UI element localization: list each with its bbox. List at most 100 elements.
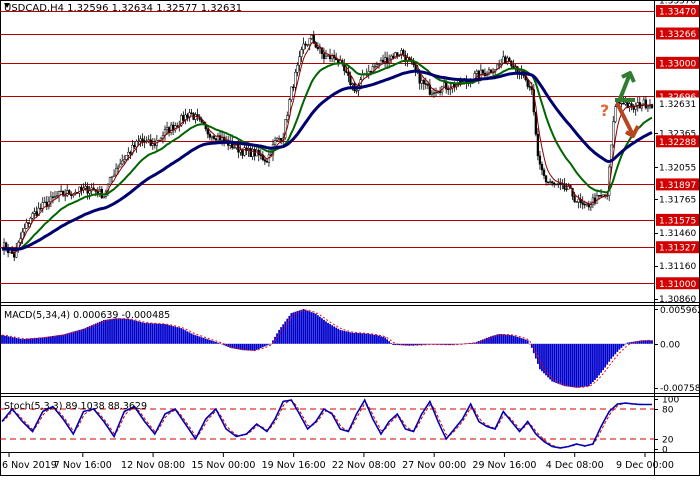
macd-bar: [592, 343, 594, 382]
macd-bar: [200, 337, 203, 344]
macd-bar: [66, 333, 69, 344]
level-price-tag: [656, 27, 699, 40]
macd-bar: [426, 343, 429, 345]
macd-title: MACD(5,34,4) 0.000639 -0.000485: [4, 310, 170, 321]
macd-bar: [190, 333, 193, 344]
macd-bar: [420, 343, 423, 345]
candle-body: [33, 211, 36, 214]
macd-bar: [127, 318, 130, 344]
macd-bar: [347, 331, 350, 344]
macd-bar: [561, 343, 564, 386]
macd-bar: [182, 329, 185, 344]
macd-bar: [219, 343, 221, 344]
macd-bar: [3, 335, 5, 344]
macd-bar: [534, 343, 537, 359]
candle-body: [377, 63, 381, 65]
macd-bar: [198, 336, 201, 344]
macd-bar: [202, 337, 205, 344]
macd-bar: [589, 343, 592, 385]
candle-body: [249, 148, 252, 157]
macd-bar: [392, 343, 395, 345]
macd-bar: [394, 343, 397, 346]
macd-bar: [496, 334, 499, 344]
macd-bar: [549, 343, 552, 380]
candle-body: [589, 204, 593, 208]
macd-bar: [180, 328, 183, 344]
candle-body: [304, 43, 307, 46]
candle-body: [212, 135, 216, 139]
candle-body: [563, 183, 566, 190]
macd-bar: [41, 337, 44, 344]
macd-bar: [239, 343, 242, 350]
macd-bar: [325, 321, 327, 344]
macd-bar: [237, 343, 240, 350]
price-tick-label: 1.32365: [659, 129, 696, 139]
candle-body: [116, 166, 120, 169]
candle-body: [546, 181, 550, 183]
macd-bar: [294, 311, 297, 344]
macd-bar: [545, 343, 547, 376]
candle-body: [151, 143, 154, 146]
macd-bar: [557, 343, 560, 384]
macd-bar: [153, 323, 156, 344]
time-tick-label: 9 Dec 00:00: [616, 460, 674, 471]
candle-body: [443, 82, 446, 87]
candle-body: [233, 147, 236, 149]
candle-body: [620, 102, 623, 105]
time-tick-label: 15 Nov 00:00: [191, 460, 255, 471]
candle-body: [121, 160, 124, 165]
macd-bar: [349, 332, 352, 344]
macd-bar: [304, 309, 307, 344]
level-price-label: 1.31897: [659, 181, 696, 191]
price-tick-label: 1.32055: [659, 163, 696, 173]
macd-bar: [64, 333, 67, 344]
macd-tick-label: 0.005962: [660, 306, 700, 316]
macd-bar: [80, 329, 83, 344]
macd-bar: [424, 343, 427, 345]
macd-bar: [616, 343, 619, 352]
candle-body: [528, 86, 531, 88]
macd-bar: [58, 335, 60, 344]
macd-bar: [265, 343, 268, 346]
candle-body: [612, 121, 615, 146]
time-tick-label: 29 Nov 16:00: [472, 460, 536, 471]
macd-tick-label: -0.007586: [660, 384, 700, 394]
macd-bar: [155, 323, 158, 344]
macd-bar: [82, 328, 85, 344]
candle-body: [190, 112, 193, 114]
candle-body: [61, 190, 65, 196]
candle-body: [13, 253, 16, 258]
macd-bar: [500, 334, 503, 344]
candle-body: [182, 115, 185, 121]
candle-body: [502, 56, 505, 64]
macd-bar: [382, 336, 384, 344]
candle-body: [445, 82, 448, 90]
macd-bar: [351, 332, 354, 344]
candle-body: [127, 151, 130, 156]
macd-bar: [649, 340, 651, 344]
macd-bar: [11, 337, 14, 344]
macd-bar: [192, 334, 195, 344]
candle-body: [273, 140, 277, 145]
candle-body: [186, 114, 189, 118]
candle-body: [585, 203, 588, 205]
macd-bar: [321, 318, 323, 344]
macd-bar: [300, 309, 303, 344]
macd-bar: [620, 343, 623, 348]
macd-bar: [135, 320, 138, 344]
macd-bar: [514, 336, 517, 344]
macd-histogram-group: [1, 309, 653, 388]
macd-bar: [15, 337, 18, 344]
macd-bar: [45, 336, 48, 344]
candle-body: [581, 202, 584, 205]
candle-body: [624, 102, 627, 105]
macd-bar: [481, 339, 484, 344]
macd-bar: [455, 343, 458, 345]
macd-bar: [408, 343, 411, 346]
candle-body: [381, 59, 385, 63]
macd-bar: [263, 343, 266, 347]
candle-body: [243, 147, 246, 156]
macd-bar: [298, 310, 301, 344]
macd-bar: [52, 335, 54, 344]
